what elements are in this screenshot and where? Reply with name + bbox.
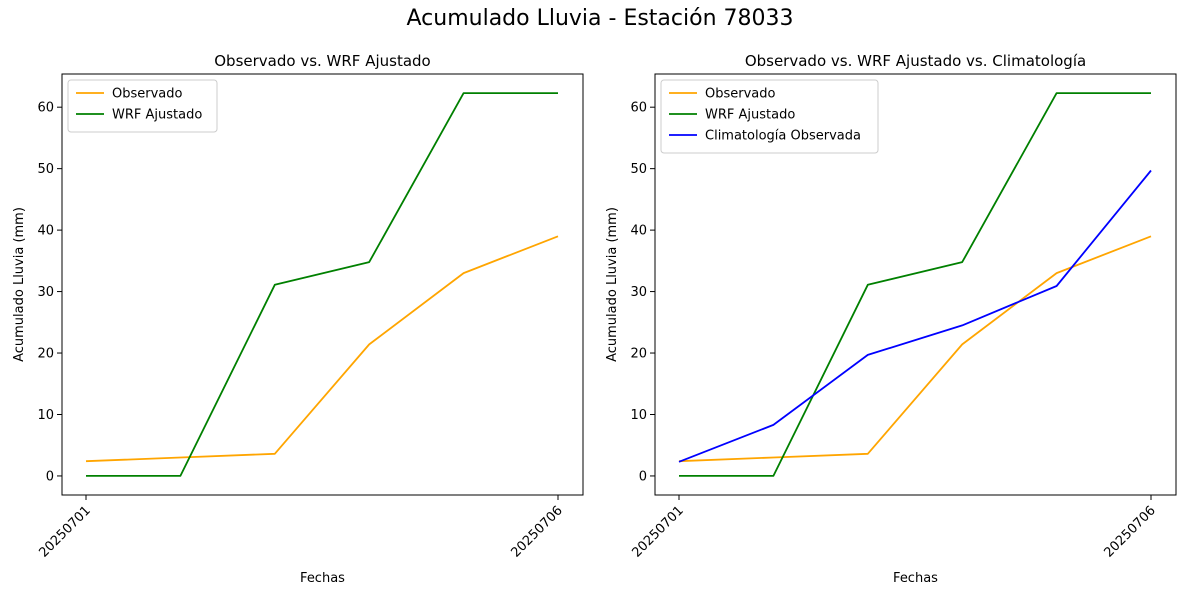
y-tick-label: 0: [639, 469, 647, 484]
chart-panel-right: Observado vs. WRF Ajustado vs. Climatolo…: [605, 52, 1177, 586]
y-tick-label: 30: [630, 285, 647, 300]
figure-title: Acumulado Lluvia - Estación 78033: [406, 6, 794, 31]
x-axis-label: Fechas: [300, 571, 345, 586]
y-tick-label: 10: [630, 408, 647, 423]
legend-label-1: WRF Ajustado: [112, 108, 202, 123]
y-tick-label: 60: [630, 101, 647, 116]
y-tick-label: 30: [37, 285, 54, 300]
x-tick-label: 20250706: [1101, 503, 1158, 560]
legend-label-0: Observado: [705, 87, 776, 102]
x-tick-label: 20250701: [36, 503, 93, 560]
y-tick-label: 20: [630, 347, 647, 362]
series-line-0: [678, 235, 1152, 463]
y-tick-label: 50: [630, 162, 647, 177]
plot-frame: [654, 73, 1177, 496]
y-tick-label: 0: [46, 469, 54, 484]
y-tick-label: 40: [630, 224, 647, 239]
y-tick-label: 10: [37, 408, 54, 423]
x-tick-label: 20250706: [508, 503, 565, 560]
y-tick-label: 40: [37, 224, 54, 239]
y-axis-label: Acumulado Lluvia (mm): [12, 207, 27, 362]
x-axis-label: Fechas: [893, 571, 938, 586]
y-tick-label: 60: [37, 101, 54, 116]
chart-title: Observado vs. WRF Ajustado vs. Climatolo…: [745, 52, 1086, 70]
legend-label-0: Observado: [112, 87, 183, 102]
x-tick-label: 20250701: [629, 503, 686, 560]
legend-label-1: WRF Ajustado: [705, 108, 795, 123]
chart-panel-left: Observado vs. WRF Ajustado 0 10 20 30 40 50 60 2…: [12, 52, 584, 586]
y-axis-label: Acumulado Lluvia (mm): [605, 207, 620, 362]
legend-box: [67, 79, 218, 133]
y-tick-label: 20: [37, 347, 54, 362]
legend-label-2: Climatología Observada: [705, 129, 861, 144]
series-line-2: [678, 169, 1152, 463]
legend-box: [660, 79, 879, 154]
plot-frame: [61, 73, 584, 496]
series-line-0: [85, 235, 559, 463]
y-tick-label: 50: [37, 162, 54, 177]
chart-title: Observado vs. WRF Ajustado: [214, 52, 430, 70]
series-line-1: [679, 92, 1151, 477]
series-line-1: [86, 92, 558, 477]
